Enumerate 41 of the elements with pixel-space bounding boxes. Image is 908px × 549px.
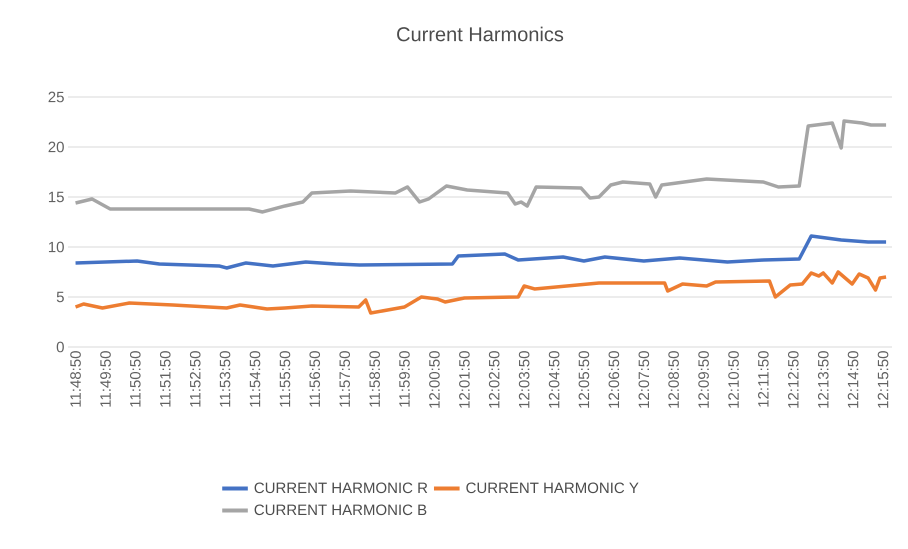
x-tick-label: 12:12:50 bbox=[788, 351, 799, 408]
legend-label: CURRENT HARMONIC B bbox=[254, 504, 426, 516]
x-tick-label: 11:52:50 bbox=[190, 351, 201, 407]
x-tick-label: 12:00:50 bbox=[429, 351, 440, 408]
x-tick-label: 11:49:50 bbox=[100, 351, 111, 407]
x-tick-label: 11:59:50 bbox=[399, 351, 410, 407]
x-tick-label: 11:58:50 bbox=[369, 351, 380, 407]
line-series bbox=[74, 270, 888, 315]
x-tick-label: 11:51:50 bbox=[160, 351, 171, 407]
legend-label: CURRENT HARMONIC R bbox=[254, 482, 428, 494]
x-tick-label: 12:13:50 bbox=[818, 351, 829, 408]
x-tick-label: 12:09:50 bbox=[698, 351, 709, 408]
y-tick-label: 0 bbox=[56, 342, 64, 352]
y-tick-label: 10 bbox=[48, 242, 64, 252]
y-tick-label: 25 bbox=[48, 92, 64, 102]
x-tick-label: 12:14:50 bbox=[848, 351, 858, 408]
x-tick-label: 12:07:50 bbox=[638, 351, 650, 408]
y-tick-label: 20 bbox=[48, 142, 64, 152]
chart-title: Current Harmonics bbox=[397, 26, 564, 42]
x-tick-label: 12:10:50 bbox=[728, 351, 739, 408]
x-tick-label: 12:04:50 bbox=[548, 351, 560, 408]
x-tick-label: 11:54:50 bbox=[250, 351, 260, 407]
x-tick-label: 11:55:50 bbox=[280, 351, 290, 407]
x-tick-label: 11:56:50 bbox=[309, 351, 320, 407]
x-tick-label: 11:50:50 bbox=[130, 351, 141, 407]
x-tick-label: 12:01:50 bbox=[459, 351, 470, 408]
x-tick-label: 12:02:50 bbox=[488, 351, 500, 408]
line-series bbox=[74, 234, 888, 270]
x-tick-label: 11:48:50 bbox=[70, 351, 81, 407]
x-tick-label: 12:06:50 bbox=[608, 351, 620, 408]
x-tick-label: 12:11:50 bbox=[758, 351, 769, 407]
x-tick-label: 12:08:50 bbox=[668, 351, 679, 408]
line-series bbox=[74, 119, 888, 214]
x-tick-label: 12:03:50 bbox=[518, 351, 530, 408]
legend-label: CURRENT HARMONIC Y bbox=[466, 482, 639, 494]
x-tick-label: 11:57:50 bbox=[339, 351, 350, 407]
y-tick-label: 5 bbox=[56, 292, 64, 302]
x-tick-label: 12:05:50 bbox=[578, 351, 590, 408]
y-tick-label: 15 bbox=[48, 192, 64, 202]
x-tick-label: 12:15:50 bbox=[878, 351, 888, 408]
x-tick-label: 11:53:50 bbox=[220, 351, 230, 407]
